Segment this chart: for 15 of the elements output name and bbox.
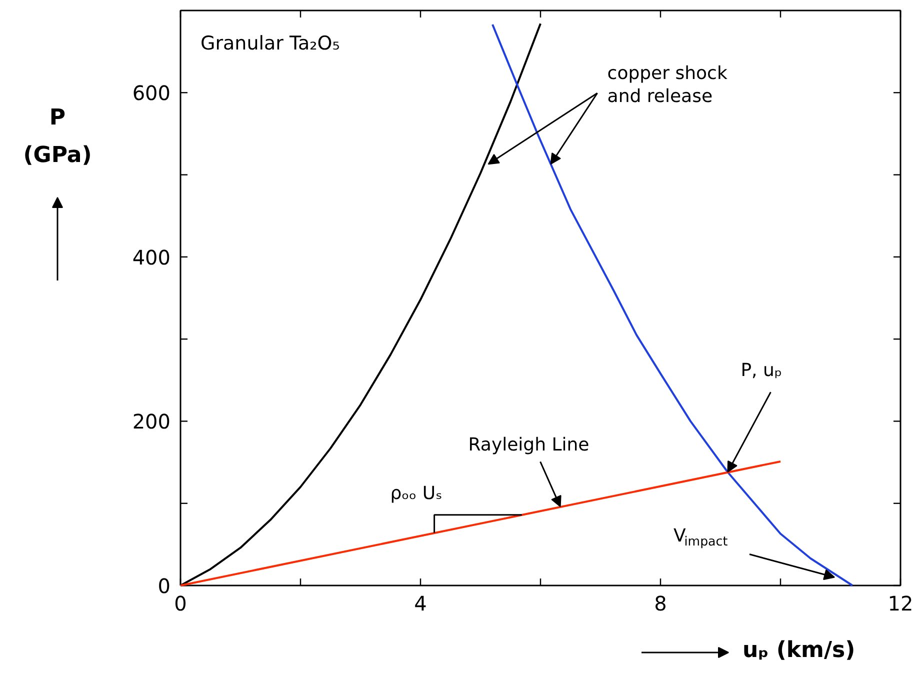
text: Granular Ta₂O₅ bbox=[200, 32, 340, 54]
y-tick-label: 400 bbox=[132, 245, 171, 270]
x-tick-label: 4 bbox=[414, 592, 427, 616]
annotation: ρₒₒ Uₛ bbox=[390, 482, 442, 504]
y-tick-label: 600 bbox=[132, 81, 171, 106]
annotation: copper shock and release bbox=[607, 63, 728, 108]
x-tick-label: 12 bbox=[888, 592, 914, 616]
x-axis-title: uₚ (km/s) bbox=[742, 638, 856, 663]
y-tick-label: 0 bbox=[158, 574, 171, 598]
y-tick-label: 200 bbox=[132, 410, 171, 434]
x-tick-label: 0 bbox=[174, 592, 187, 616]
annotation: Rayleigh Line bbox=[468, 434, 590, 456]
x-tick-label: 8 bbox=[654, 592, 667, 616]
y-axis-title: P (GPa) bbox=[23, 106, 92, 168]
annotation: P, uₚ bbox=[740, 360, 782, 382]
